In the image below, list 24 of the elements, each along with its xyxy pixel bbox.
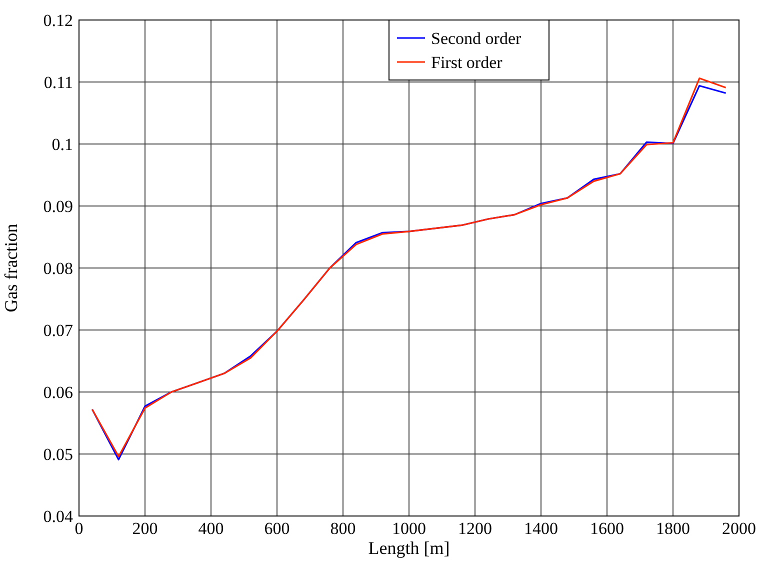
x-tick-label: 1600 [590, 519, 624, 538]
y-tick-label: 0.06 [43, 383, 73, 402]
y-tick-label: 0.08 [43, 259, 73, 278]
legend-label: First order [431, 53, 503, 72]
y-tick-label: 0.11 [44, 73, 73, 92]
y-tick-label: 0.07 [43, 321, 74, 340]
x-tick-label: 2000 [722, 519, 756, 538]
y-tick-label: 0.09 [43, 197, 73, 216]
x-tick-label: 0 [74, 519, 84, 538]
x-tick-label: 200 [132, 519, 158, 538]
y-axis-title: Gas fraction [1, 224, 21, 312]
x-tick-label: 800 [330, 519, 356, 538]
x-tick-label: 1400 [524, 519, 558, 538]
x-tick-label: 1200 [458, 519, 492, 538]
y-tick-label: 0.04 [43, 507, 74, 526]
x-tick-label: 400 [198, 519, 224, 538]
x-axis-title: Length [m] [368, 538, 450, 558]
x-tick-label: 1000 [392, 519, 426, 538]
x-tick-label: 600 [264, 519, 290, 538]
y-tick-label: 0.05 [43, 445, 73, 464]
y-tick-label: 0.12 [43, 11, 73, 30]
y-tick-label: 0.1 [52, 135, 73, 154]
legend-label: Second order [431, 29, 522, 48]
x-tick-label: 1800 [656, 519, 690, 538]
